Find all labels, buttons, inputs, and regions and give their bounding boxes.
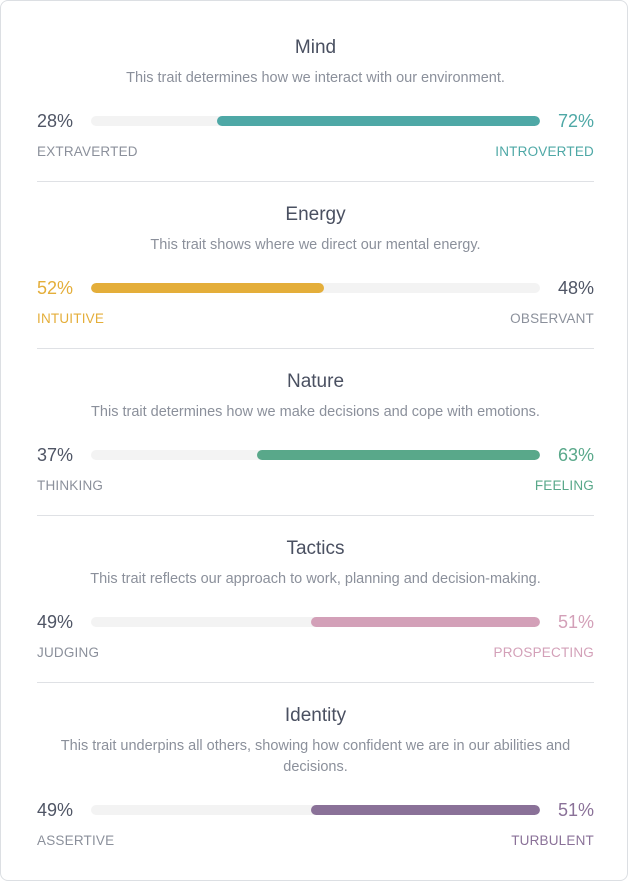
- left-label: THINKING: [37, 478, 104, 493]
- left-percent: 52%: [37, 278, 74, 298]
- trait-bar-fill: [311, 805, 540, 815]
- trait-description: This trait determines how we interact wi…: [126, 70, 505, 86]
- trait-title: Mind: [294, 37, 337, 58]
- right-percent: 48%: [557, 278, 594, 298]
- trait-title: Tactics: [286, 538, 345, 559]
- right-percent: 51%: [557, 612, 594, 632]
- trait-description: This trait shows where we direct our men…: [150, 237, 481, 253]
- left-percent: 49%: [37, 800, 74, 820]
- trait-energy: Energy This trait shows where we direct …: [37, 203, 594, 328]
- right-label: INTROVERTED: [495, 144, 594, 159]
- right-percent: 63%: [557, 445, 594, 465]
- divider: [37, 181, 594, 182]
- left-percent: 28%: [37, 111, 74, 131]
- divider: [37, 682, 594, 683]
- trait-title: Nature: [286, 371, 345, 392]
- trait-mind: Mind This trait determines how we intera…: [37, 36, 594, 161]
- right-label: OBSERVANT: [510, 311, 594, 326]
- divider: [37, 515, 594, 516]
- trait-bar-fill: [216, 116, 540, 126]
- trait-bar: [91, 283, 540, 293]
- trait-tactics: Tactics This trait reflects our approach…: [37, 537, 594, 662]
- trait-title: Energy: [285, 204, 346, 225]
- left-label: INTUITIVE: [37, 311, 105, 326]
- trait-description: This trait determines how we make decisi…: [91, 404, 540, 420]
- right-label: TURBULENT: [511, 833, 594, 848]
- trait-bar: [91, 617, 540, 627]
- right-label: PROSPECTING: [493, 645, 594, 660]
- right-percent: 72%: [557, 111, 594, 131]
- trait-bar: [91, 116, 540, 126]
- trait-bar-fill: [257, 450, 540, 460]
- trait-nature: Nature This trait determines how we make…: [37, 370, 594, 495]
- right-percent: 51%: [557, 800, 594, 820]
- trait-bar: [91, 805, 540, 815]
- left-label: ASSERTIVE: [37, 833, 115, 848]
- divider: [37, 348, 594, 349]
- trait-identity: Identity This trait underpins all others…: [37, 704, 594, 850]
- right-label: FEELING: [534, 478, 594, 493]
- trait-description: This trait underpins all others, showing…: [60, 738, 571, 775]
- left-percent: 37%: [37, 445, 74, 465]
- left-label: EXTRAVERTED: [37, 144, 138, 159]
- trait-title: Identity: [284, 705, 347, 726]
- left-label: JUDGING: [37, 645, 100, 660]
- trait-bar-fill: [91, 283, 325, 293]
- left-percent: 49%: [37, 612, 74, 632]
- trait-bar: [91, 450, 540, 460]
- trait-description: This trait reflects our approach to work…: [90, 571, 541, 587]
- trait-bar-fill: [311, 617, 540, 627]
